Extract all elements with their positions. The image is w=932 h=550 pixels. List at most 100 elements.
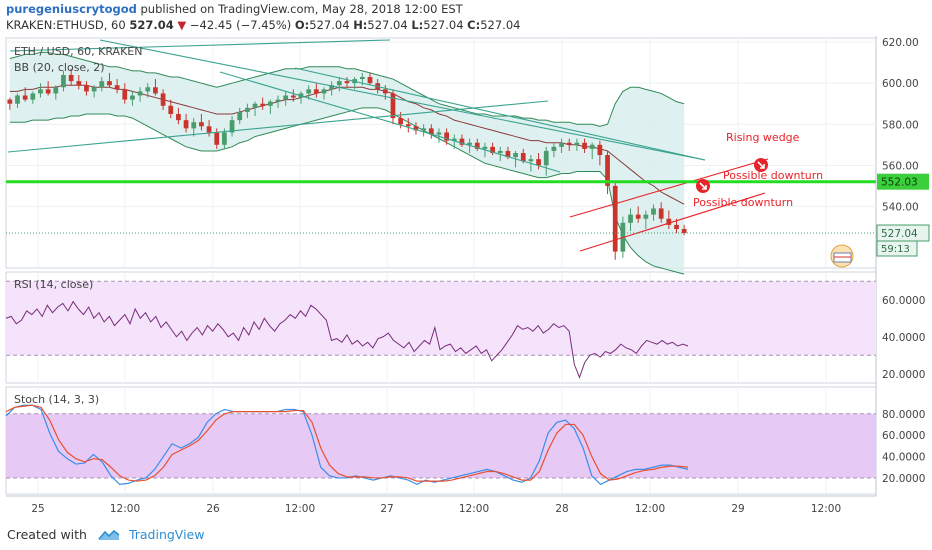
countdown-value: 59:13 xyxy=(881,244,910,255)
last-price-value: 527.04 xyxy=(881,228,918,240)
candle-body xyxy=(68,74,74,82)
candle-body xyxy=(405,124,411,127)
tradingview-logo-icon xyxy=(98,529,120,540)
time-axis-label: 12:00 xyxy=(285,503,315,515)
open-label: O: xyxy=(294,18,310,32)
time-axis-label: 28 xyxy=(555,503,568,515)
rsi-tick-label: 20.0000 xyxy=(882,369,925,381)
stoch-tick-label: 60.0000 xyxy=(882,430,925,442)
support-level-tag xyxy=(877,173,929,190)
candle-body xyxy=(651,208,656,215)
author-name[interactable]: puregeniuscrytogod xyxy=(6,2,137,16)
candle-body xyxy=(329,85,335,90)
candle-body xyxy=(589,144,595,149)
time-axis-label: 25 xyxy=(31,503,44,515)
stoch-tick-label: 40.0000 xyxy=(882,452,925,464)
candle-body xyxy=(114,85,120,90)
time-axis-label: 26 xyxy=(206,503,220,515)
footer: Created with TradingView xyxy=(7,527,204,542)
time-axis-label: 12:00 xyxy=(459,503,489,515)
candle-body xyxy=(222,132,227,145)
created-with-text: Created with xyxy=(7,527,87,542)
open-value: 527.04 xyxy=(309,18,350,32)
symbol-info-line: KRAKEN:ETHUSD, 60 527.04 ▼ −42.45 (−7.45… xyxy=(6,18,520,32)
bollinger-upper-band xyxy=(9,51,685,127)
possible-downturn-label-1: Possible downturn xyxy=(723,169,823,182)
chart-title: ETH / USD, 60, KRAKEN xyxy=(14,45,142,58)
close-label: C: xyxy=(467,18,481,32)
candle-body xyxy=(160,93,166,106)
close-value: 527.04 xyxy=(480,18,521,32)
candle-body xyxy=(413,126,419,131)
down-arrow-glyph xyxy=(699,182,707,190)
trendline-top xyxy=(9,39,391,52)
candle-body xyxy=(283,95,289,100)
candle-body xyxy=(260,103,266,106)
candle-body xyxy=(53,87,59,94)
low-label: L: xyxy=(411,18,424,32)
candle-body xyxy=(612,185,618,252)
candle-body xyxy=(290,95,296,98)
candle-body xyxy=(306,89,312,94)
tradingview-brand[interactable]: TradingView xyxy=(128,527,205,542)
countdown-tag xyxy=(876,240,918,257)
time-axis-label: 12:00 xyxy=(110,503,140,515)
candle-body xyxy=(275,99,281,102)
candle-body xyxy=(267,101,273,106)
candle-body xyxy=(38,89,43,94)
candle-body xyxy=(122,89,128,100)
published-text: published on TradingView.com, May 28, 20… xyxy=(140,2,463,16)
candle-body xyxy=(605,155,610,186)
candle-body xyxy=(559,142,564,147)
candle-body xyxy=(390,93,396,119)
candle-body xyxy=(183,120,189,129)
candle-body xyxy=(658,208,664,219)
candle-body xyxy=(497,150,503,153)
candle-body xyxy=(107,81,112,86)
candle-body xyxy=(566,142,572,145)
candle-body xyxy=(597,144,603,156)
last-price: 527.04 xyxy=(129,18,174,32)
high-value: 527.04 xyxy=(367,18,408,32)
bollinger-legend: BB (20, close, 2) xyxy=(14,61,105,74)
possible-downturn-label-2: Possible downturn xyxy=(693,196,793,209)
candle-body xyxy=(130,95,135,100)
high-label: H: xyxy=(353,18,368,32)
price-tick-label: 600.00 xyxy=(882,78,919,90)
candle-body xyxy=(344,81,350,84)
publish-line: puregeniuscrytogod published on TradingV… xyxy=(6,2,463,16)
price-tick-label: 620.00 xyxy=(882,37,919,49)
stoch-d-line xyxy=(5,404,689,482)
candle-body xyxy=(398,118,404,125)
candle-body xyxy=(61,74,66,88)
candle-body xyxy=(252,103,258,108)
candle-body xyxy=(313,89,319,94)
candle-body xyxy=(635,214,641,219)
candle-body xyxy=(336,81,342,86)
candle-body xyxy=(428,128,434,135)
candle-body xyxy=(153,87,158,94)
candle-body xyxy=(520,153,526,162)
candle-body xyxy=(459,138,465,145)
trendline-descending-mid xyxy=(294,67,706,161)
support-level-value: 552.03 xyxy=(881,177,918,189)
candle-body xyxy=(168,105,174,114)
candle-body xyxy=(359,77,365,80)
candle-body xyxy=(421,128,427,131)
candle-body xyxy=(30,93,36,100)
candle-body xyxy=(482,146,488,149)
candle-body xyxy=(191,122,197,129)
down-arrow-glyph xyxy=(757,161,765,169)
stoch-tick-label: 80.0000 xyxy=(882,409,925,421)
bollinger-lower-band xyxy=(9,107,685,275)
candle-body xyxy=(436,132,442,135)
candle-body xyxy=(145,87,151,92)
rising-wedge-upper xyxy=(569,158,769,218)
rsi-tick-label: 40.0000 xyxy=(882,332,925,344)
stoch-tick-label: 20.0000 xyxy=(882,473,925,485)
candle-body xyxy=(45,89,51,94)
price-tick-label: 540.00 xyxy=(882,201,919,213)
stoch-legend: Stoch (14, 3, 3) xyxy=(14,393,99,406)
candle-body xyxy=(321,89,327,94)
